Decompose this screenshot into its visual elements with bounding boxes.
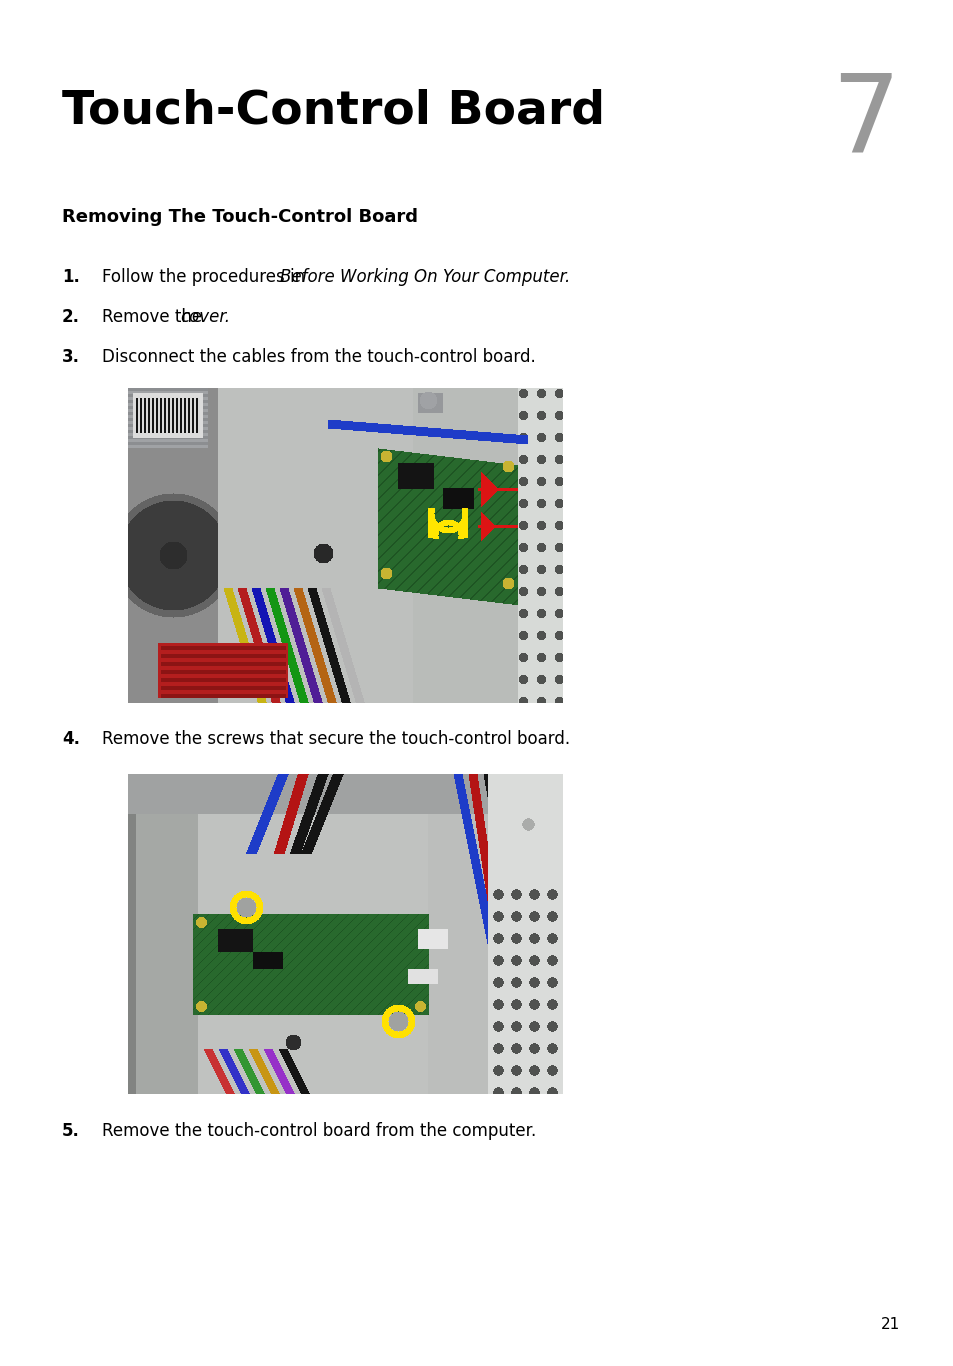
Text: 2.: 2.: [62, 307, 80, 326]
Text: Remove the touch-control board from the computer.: Remove the touch-control board from the …: [102, 1121, 536, 1141]
Text: 4.: 4.: [62, 729, 80, 749]
Text: Remove the: Remove the: [102, 307, 207, 326]
Text: Disconnect the cables from the touch-control board.: Disconnect the cables from the touch-con…: [102, 348, 536, 366]
Text: 7: 7: [830, 68, 899, 173]
Text: Before Working On Your Computer.: Before Working On Your Computer.: [280, 268, 570, 285]
Text: Removing The Touch-Control Board: Removing The Touch-Control Board: [62, 208, 417, 225]
Text: 1.: 1.: [62, 268, 80, 285]
Text: Touch-Control Board: Touch-Control Board: [62, 87, 604, 133]
Text: Remove the screws that secure the touch-control board.: Remove the screws that secure the touch-…: [102, 729, 570, 749]
Text: cover.: cover.: [180, 307, 230, 326]
Text: 21: 21: [880, 1317, 899, 1332]
Text: Follow the procedures in: Follow the procedures in: [102, 268, 310, 285]
Text: 3.: 3.: [62, 348, 80, 366]
Text: 5.: 5.: [62, 1121, 80, 1141]
